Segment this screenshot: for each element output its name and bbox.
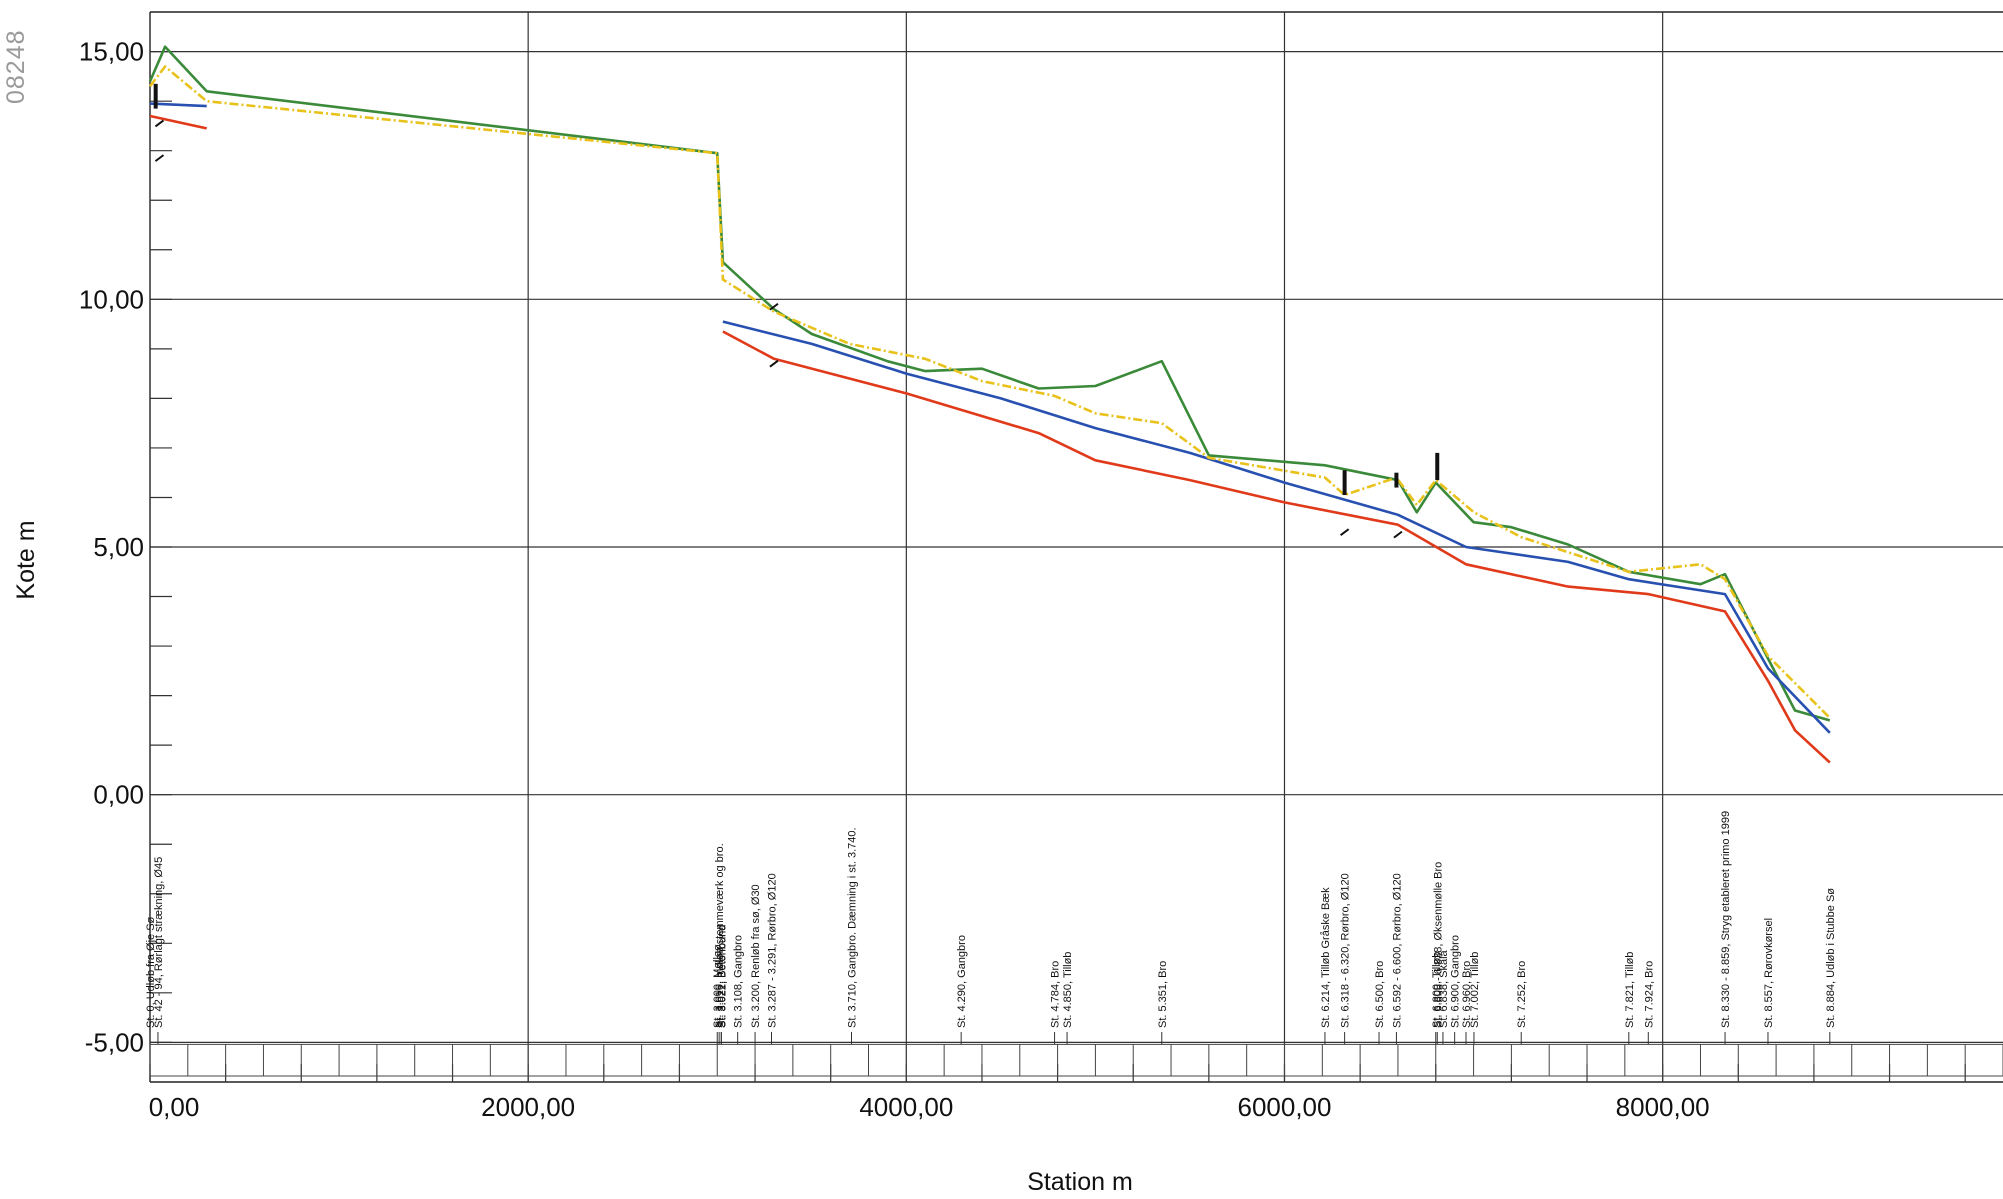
- y-tick-label: 0,00: [93, 780, 144, 810]
- station-annotation: St. 6.900, Gangbro: [1450, 935, 1462, 1028]
- station-annotation: St. 42 - 94, Rørlagt strækning, Ø45: [153, 857, 165, 1028]
- station-annotation: St. 8.884, Udløb i Stubbe Sø: [1825, 888, 1837, 1028]
- station-annotation: St. 0, Udløb fra Øje Sø: [145, 916, 157, 1028]
- station-annotation: St. 3.108, Gangbro: [733, 935, 745, 1028]
- station-annotation: St. 3.021, Betonbund: [716, 925, 728, 1028]
- x-tick-label: 6000,00: [1237, 1092, 1331, 1122]
- x-tick-label: 0,00: [149, 1092, 200, 1122]
- station-annotation: St. 6.960, Bro: [1461, 961, 1473, 1028]
- station-annotation: St. 7.821, Tilløb: [1624, 952, 1636, 1028]
- station-annotation: St. 4.290, Gangbro: [956, 935, 968, 1028]
- x-tick-label: 2000,00: [481, 1092, 575, 1122]
- small-mark: [769, 359, 779, 368]
- series-line-2: [149, 102, 207, 108]
- series-line-4: [148, 65, 1831, 719]
- station-annotation: St. 8.330 - 8.859, Stryg etableret primo…: [1720, 811, 1732, 1028]
- station-annotation: St. 3.000, Mølleø: [712, 944, 724, 1028]
- y-tick-label: 5,00: [93, 532, 144, 562]
- x-tick-label: 8000,00: [1616, 1092, 1710, 1122]
- series-line-2: [722, 320, 1831, 734]
- small-mark: [1393, 530, 1403, 539]
- station-annotation: St. 3.010, Indløb stemmeværk og bro.: [714, 843, 726, 1028]
- station-annotation: St. 6.592 - 6.600, Rørbro, Ø120: [1391, 873, 1403, 1028]
- station-annotation: St. 7.924, Bro: [1643, 961, 1655, 1028]
- y-axis-label: Kote m: [12, 520, 40, 599]
- small-mark: [769, 302, 779, 311]
- station-annotation: St. 6.318 - 6.320, Rørbro, Ø120: [1340, 873, 1352, 1028]
- y-tick-label: 15,00: [79, 37, 144, 67]
- station-annotation: St. 6.214, Tilløb Gråske Bæk: [1320, 887, 1332, 1028]
- station-annotation: St. 3.200, Renløb fra sø, Ø30: [750, 884, 762, 1028]
- y-tick-label: -5,00: [85, 1027, 144, 1057]
- grid-layer: [149, 11, 2003, 1083]
- small-mark: [154, 119, 165, 128]
- station-annotation: St. 3.710, Gangbro. Dæmning i st. 3.740.: [846, 827, 858, 1028]
- series-layer: [148, 45, 1831, 764]
- station-annotation: St. 3.287 - 3.291, Rørbro, Ø120: [767, 873, 779, 1028]
- y-tick-label: 10,00: [79, 284, 144, 314]
- station-annotation: St. 6.838, Skala: [1438, 949, 1450, 1028]
- station-annotation: St. 3.022, Betonbund: [716, 925, 728, 1028]
- station-ruler: [149, 1043, 2003, 1077]
- x-tick-label: 4000,00: [859, 1092, 953, 1122]
- station-annotation: St. 4.850, Tilløb: [1062, 952, 1074, 1028]
- archive-stamp-number: 08248: [2, 29, 30, 104]
- station-annotation: St. 6.500, Bro: [1374, 961, 1386, 1028]
- station-annotation: St. 4.784, Bro: [1050, 961, 1062, 1028]
- station-annotation: St. 6.808 - 6.838, Øksenmølle Bro: [1432, 862, 1444, 1028]
- station-annotation: St. 7.002, Tilløb: [1469, 952, 1481, 1028]
- series-line-3: [722, 330, 1831, 764]
- x-axis-label: Station m: [1027, 1168, 1133, 1194]
- small-mark: [154, 154, 165, 162]
- station-annotation: St. 7.252, Bro: [1516, 961, 1528, 1028]
- small-mark: [1340, 528, 1350, 536]
- series-line-3: [149, 114, 207, 130]
- station-annotation: St. 8.557, Rørovkørsel: [1763, 918, 1775, 1028]
- series-line-1: [148, 45, 1831, 722]
- station-annotation: St. 5.351, Bro: [1157, 961, 1169, 1028]
- tick-labels: -5,00 0,00 5,00 10,00 15,00 0,00 2000,00 4000,0…: [79, 37, 1710, 1122]
- station-annotation: St. 6.800, Tilløb: [1431, 952, 1443, 1028]
